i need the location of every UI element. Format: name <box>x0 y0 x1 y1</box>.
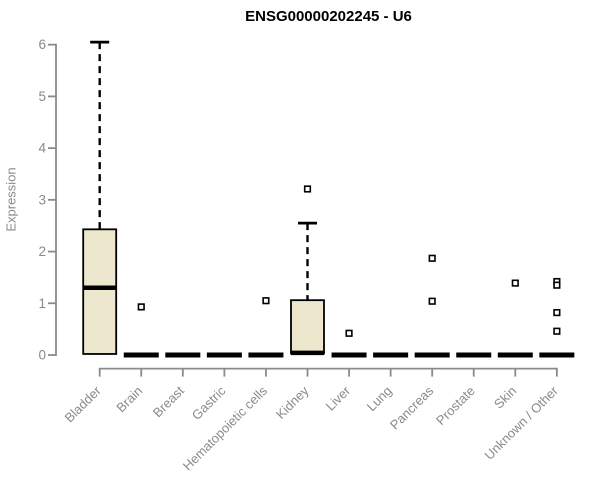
x-tick-label: Liver <box>323 383 354 414</box>
outlier-point <box>345 329 353 337</box>
y-tick-label: 0 <box>38 348 46 363</box>
y-tick-label: 1 <box>38 296 46 311</box>
outlier-point <box>428 297 436 305</box>
x-tick-label: Prostate <box>433 383 478 428</box>
outlier-point <box>553 281 561 289</box>
outlier-point <box>303 185 312 193</box>
y-tick-label: 2 <box>38 244 46 259</box>
outlier-point <box>137 303 145 311</box>
y-tick-label: 3 <box>38 192 46 207</box>
y-tick-label: 4 <box>38 141 46 156</box>
outlier-point <box>262 297 270 305</box>
outlier-point <box>553 308 561 317</box>
x-tick-label: Unknown / Other <box>481 383 561 463</box>
x-tick-label: Pancreas <box>387 383 437 433</box>
x-tick-label: Lung <box>364 383 395 414</box>
x-tick-label: Brain <box>113 383 145 415</box>
x-tick-label: Bladder <box>62 383 105 426</box>
y-tick-label: 6 <box>38 37 46 52</box>
outlier-point <box>428 254 436 262</box>
x-tick-label: Kidney <box>273 383 312 422</box>
y-tick-label: 5 <box>38 89 46 104</box>
box <box>82 228 118 355</box>
outlier-point <box>511 279 519 287</box>
box <box>290 299 325 355</box>
chart-title: ENSG00000202245 - U6 <box>245 8 412 25</box>
x-tick-label: Breast <box>150 383 187 420</box>
x-tick-label: Gastric <box>189 383 229 423</box>
outlier-point <box>553 327 561 335</box>
x-tick-label: Skin <box>491 383 519 411</box>
